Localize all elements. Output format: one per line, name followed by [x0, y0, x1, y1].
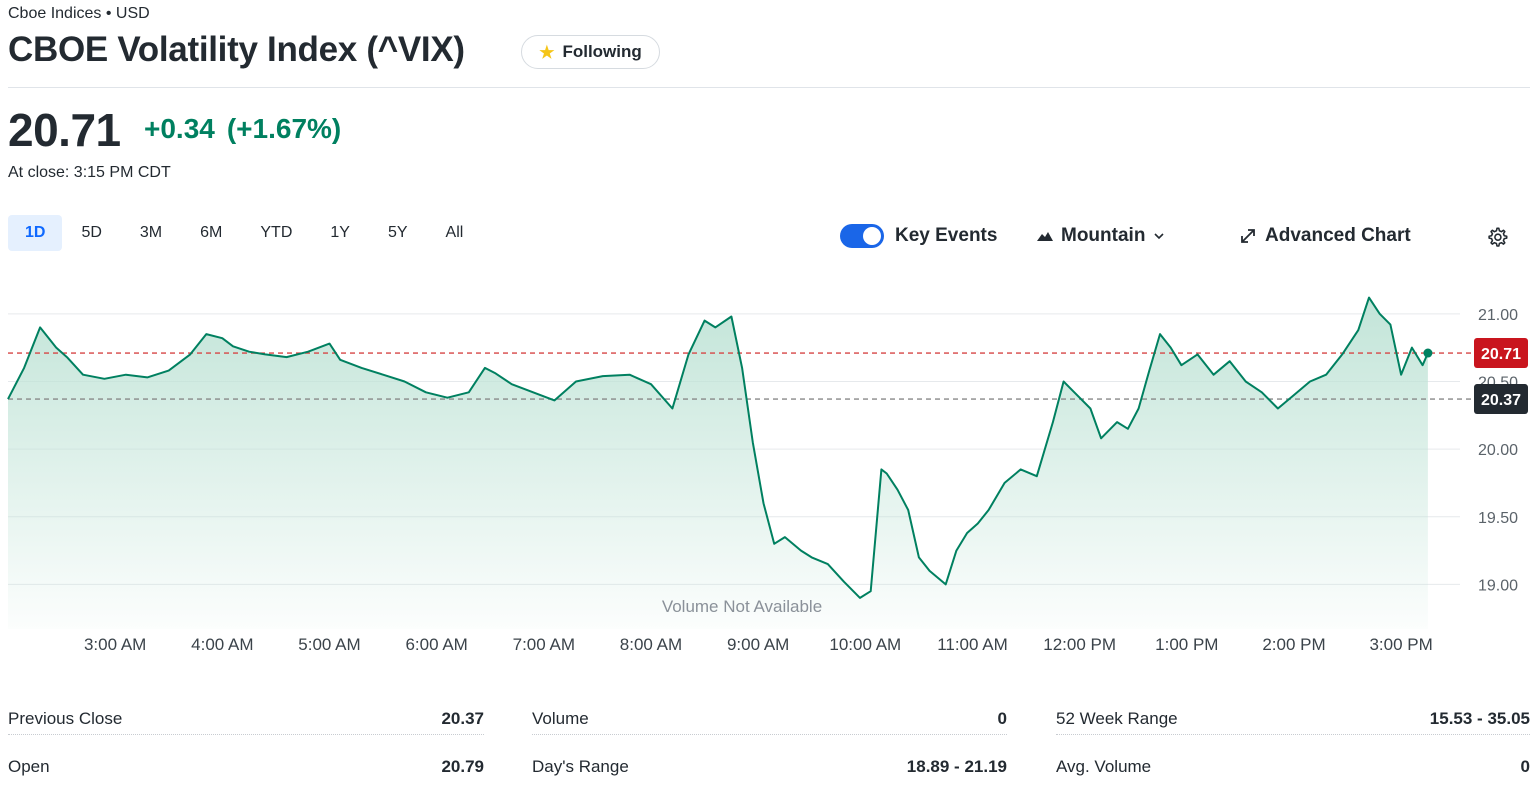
y-tick-label: 19.00: [1478, 577, 1518, 594]
stat-label: 52 Week Range: [1056, 709, 1178, 728]
x-tick-label: 12:00 PM: [1043, 635, 1116, 654]
tab-5d[interactable]: 5D: [81, 224, 102, 241]
price-badges: 20.71 20.37: [1474, 338, 1528, 415]
tab-5y[interactable]: 5Y: [387, 224, 408, 241]
key-events-label: Key Events: [895, 225, 998, 246]
advanced-chart-label: Advanced Chart: [1265, 225, 1411, 246]
stat-label: Day's Range: [532, 757, 629, 776]
stat-value: 18.89 - 21.19: [906, 757, 1007, 776]
market-close-time: At close: 3:15 PM CDT: [8, 164, 171, 181]
chart-type-dropdown[interactable]: Mountain: [1036, 222, 1166, 250]
stat-label: Avg. Volume: [1056, 757, 1152, 776]
y-tick-label: 21.00: [1478, 307, 1518, 324]
x-tick-label: 10:00 AM: [829, 635, 901, 654]
y-tick-label: 19.50: [1478, 510, 1518, 527]
stat-value: 0: [997, 709, 1007, 728]
tab-ytd[interactable]: YTD: [260, 224, 293, 241]
range-tabs: 1D 5D 3M 6M YTD 1Y 5Y All: [8, 215, 482, 251]
x-tick-label: 11:00 AM: [937, 635, 1008, 654]
stat-open: Open 20.79: [8, 748, 484, 786]
x-tick-label: 7:00 AM: [513, 635, 575, 654]
chart-type-label: Mountain: [1061, 225, 1146, 246]
x-tick-label: 4:00 AM: [191, 635, 253, 654]
stat-value: 15.53 - 35.05: [1429, 709, 1530, 728]
price-line: [7, 296, 1429, 599]
x-tick-label: 1:00 PM: [1155, 635, 1218, 654]
change-amount: +0.34: [144, 113, 215, 144]
page-title: CBOE Volatility Index (^VIX): [8, 30, 465, 69]
x-tick-label: 5:00 AM: [298, 635, 360, 654]
x-tick-label: 9:00 AM: [727, 635, 789, 654]
previous-close-badge-bg: [1474, 384, 1528, 415]
tab-6m[interactable]: 6M: [200, 224, 223, 241]
star-icon: ★: [539, 42, 555, 62]
stat-previous-close: Previous Close 20.37: [8, 700, 484, 738]
following-label: Following: [562, 42, 642, 61]
settings-button[interactable]: [1484, 224, 1510, 250]
x-tick-label: 3:00 AM: [84, 635, 146, 654]
key-events-toggle[interactable]: Key Events: [840, 222, 997, 250]
price-change: +0.34 (+1.67%): [144, 113, 341, 145]
stat-divider: [532, 734, 1007, 735]
following-button[interactable]: ★ Following: [521, 35, 660, 69]
previous-close-badge: 20.37: [1481, 392, 1521, 409]
stat-divider: [1056, 734, 1530, 735]
tab-all[interactable]: All: [445, 224, 464, 241]
current-price-badge-bg: [1474, 338, 1528, 369]
y-tick-label: 20.00: [1478, 442, 1518, 459]
expand-icon: [1241, 229, 1255, 243]
stat-value: 0: [1520, 757, 1530, 776]
stat-volume: Volume 0: [532, 700, 1007, 738]
x-axis: 3:00 AM 4:00 AM 5:00 AM 6:00 AM 7:00 AM 8:00 …: [84, 635, 1433, 654]
stat-divider: [8, 734, 484, 735]
toggle-switch-icon[interactable]: [840, 224, 884, 248]
mountain-icon: [1037, 232, 1053, 241]
change-percent: (+1.67%): [226, 113, 342, 144]
gear-icon: [1488, 227, 1508, 247]
tab-1d[interactable]: 1D: [8, 215, 63, 251]
stat-value: 20.79: [441, 757, 484, 776]
x-tick-label: 3:00 PM: [1369, 635, 1432, 654]
exchange-label: Cboe Indices • USD: [8, 5, 150, 22]
current-price: 20.71: [8, 104, 121, 156]
stat-avg-volume: Avg. Volume 0: [1056, 748, 1530, 786]
x-tick-label: 8:00 AM: [620, 635, 682, 654]
price-area-fill: [8, 297, 1428, 629]
x-tick-label: 6:00 AM: [405, 635, 467, 654]
last-price-marker: [1423, 348, 1433, 358]
stat-label: Volume: [532, 709, 589, 728]
volume-watermark: Volume Not Available: [662, 597, 822, 616]
stat-52-week-range: 52 Week Range 15.53 - 35.05: [1056, 700, 1530, 738]
stat-label: Previous Close: [8, 709, 123, 728]
stat-label: Open: [8, 757, 50, 776]
stat-value: 20.37: [441, 709, 484, 728]
tab-3m[interactable]: 3M: [139, 224, 163, 241]
header-divider: [8, 87, 1530, 88]
advanced-chart-link[interactable]: Advanced Chart: [1239, 222, 1411, 250]
x-tick-label: 2:00 PM: [1262, 635, 1325, 654]
chevron-down-icon: [1154, 233, 1165, 240]
tab-1y[interactable]: 1Y: [330, 224, 350, 241]
stat-days-range: Day's Range 18.89 - 21.19: [532, 748, 1007, 786]
current-price-badge: 20.71: [1481, 346, 1521, 363]
price-chart[interactable]: Volume Not Available 21.0020.5020.0019.5…: [0, 280, 1538, 670]
